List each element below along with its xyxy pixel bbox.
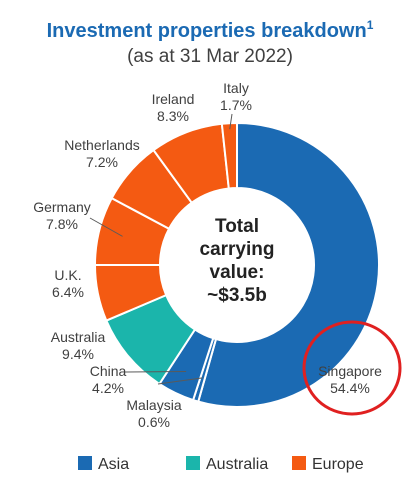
highlight-circle: [302, 320, 402, 416]
value-ireland: 8.3%: [157, 108, 189, 124]
label-australia: Australia: [51, 329, 106, 345]
slice-singapore: [197, 121, 380, 408]
leader-china: [123, 370, 187, 373]
center-line-1: Total: [215, 216, 259, 237]
value-germany: 7.8%: [46, 216, 78, 232]
label-ireland: Ireland: [152, 91, 195, 107]
leader-italy: [229, 113, 233, 130]
value-singapore: 54.4%: [330, 380, 370, 396]
legend-label-australia: Australia: [206, 456, 268, 473]
label-singapore: Singapore: [318, 363, 382, 379]
label-malaysia: Malaysia: [126, 397, 181, 413]
value-china: 4.2%: [92, 380, 124, 396]
value-malaysia: 0.6%: [138, 414, 170, 430]
legend-swatch-europe: [292, 456, 306, 470]
slice-italy: [220, 121, 238, 190]
legend-label-europe: Europe: [312, 456, 364, 473]
legend-label-asia: Asia: [98, 456, 129, 473]
legend-swatch-asia: [78, 456, 92, 470]
label-netherlands: Netherlands: [64, 137, 140, 153]
center-line-3: value:: [210, 262, 265, 283]
center-line-2: carrying: [200, 239, 275, 260]
legend-swatch-australia: [186, 456, 200, 470]
value-u-k: 6.4%: [52, 284, 84, 300]
leader-lines: [89, 113, 233, 385]
value-netherlands: 7.2%: [86, 154, 118, 170]
leader-malaysia: [157, 377, 203, 385]
label-italy: Italy: [223, 80, 249, 96]
label-u-k: U.K.: [54, 267, 81, 283]
chart-subtitle: (as at 31 Mar 2022): [127, 46, 293, 67]
value-italy: 1.7%: [220, 97, 252, 113]
legend: Asia Australia Europe: [78, 456, 364, 473]
highlight-group: [302, 320, 402, 416]
label-germany: Germany: [33, 199, 91, 215]
center-line-4: ~$3.5b: [207, 285, 267, 306]
label-china: China: [90, 363, 127, 379]
leader-germany: [89, 217, 123, 237]
value-australia: 9.4%: [62, 346, 94, 362]
title-superscript: 1: [367, 18, 374, 32]
chart-title: Investment properties breakdown1: [47, 18, 374, 42]
